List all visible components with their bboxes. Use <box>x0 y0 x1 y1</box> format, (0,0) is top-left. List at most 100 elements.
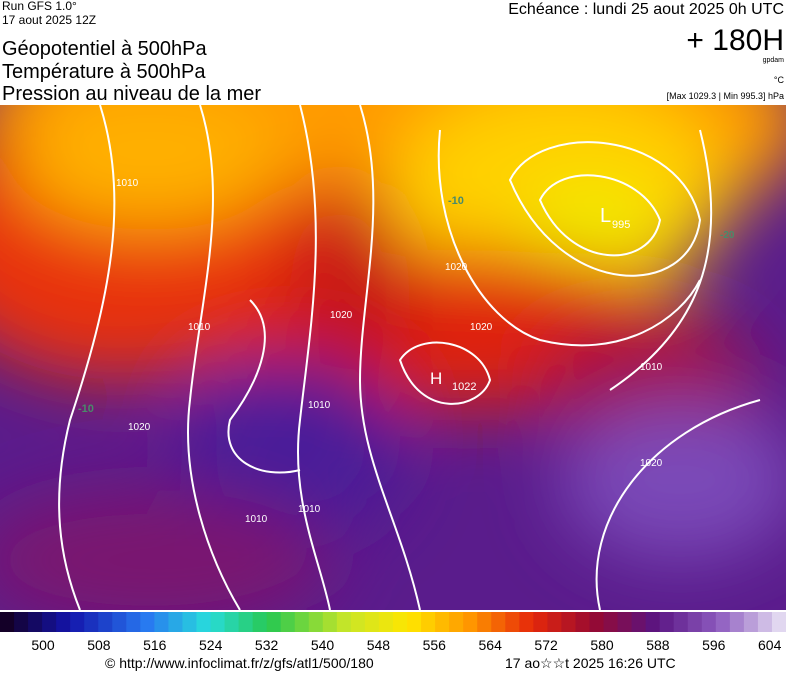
scale-label: 508 <box>87 637 111 653</box>
scale-label: 588 <box>646 637 670 653</box>
contour-label: 1010 <box>298 504 321 515</box>
contour-label: 995 <box>612 219 630 231</box>
color-swatch <box>210 612 226 632</box>
color-swatch <box>126 612 141 632</box>
color-swatch <box>463 612 478 632</box>
color-swatch <box>266 612 282 632</box>
title-line: Température à 500hPa <box>2 61 206 83</box>
scale-label: 556 <box>423 637 447 653</box>
echeance: Echéance : lundi 25 aout 2025 0h UTC <box>508 1 784 18</box>
scale-label: 548 <box>367 637 391 653</box>
color-swatch <box>364 612 380 632</box>
contour-label: L <box>600 205 611 227</box>
color-swatch <box>645 612 661 632</box>
color-swatch <box>561 612 576 632</box>
color-swatch <box>70 612 85 632</box>
color-swatch <box>771 612 786 632</box>
scale-label: 604 <box>758 637 782 653</box>
color-swatch <box>449 612 464 632</box>
color-swatch <box>14 612 29 632</box>
contour-label: 1010 <box>245 514 268 525</box>
color-swatch <box>477 612 492 632</box>
color-swatch <box>533 612 548 632</box>
color-swatch <box>575 612 590 632</box>
scale-label: 540 <box>311 637 335 653</box>
contour-label: 1010 <box>188 322 211 333</box>
color-swatch <box>505 612 520 632</box>
scale-label: 516 <box>143 637 167 653</box>
contour-label: -10 <box>78 403 94 415</box>
footer-url: © http://www.infoclimat.fr/z/gfs/atl1/50… <box>105 655 374 671</box>
contour-label: H <box>430 369 442 388</box>
scale-label: 596 <box>702 637 726 653</box>
color-swatch <box>659 612 675 632</box>
color-swatch <box>350 612 366 632</box>
color-swatch <box>168 612 183 632</box>
color-swatch <box>28 612 43 632</box>
run-label: Run GFS 1.0° <box>2 0 77 13</box>
color-swatch <box>407 612 422 632</box>
contour-label: 1020 <box>470 322 493 333</box>
color-swatch <box>519 612 534 632</box>
scale-label: 564 <box>479 637 503 653</box>
color-swatch <box>673 612 689 632</box>
scale-label: 500 <box>31 637 55 653</box>
color-swatch <box>701 612 717 632</box>
run-date: 17 aout 2025 12Z <box>2 13 96 27</box>
contour-label: 1020 <box>330 310 353 321</box>
color-swatch <box>687 612 703 632</box>
color-swatch <box>729 612 745 632</box>
color-swatch <box>421 612 436 632</box>
color-swatch <box>224 612 240 632</box>
color-swatch <box>336 612 352 632</box>
isobars <box>58 105 761 610</box>
color-swatch <box>294 612 310 632</box>
contour-label: 1020 <box>445 262 468 273</box>
color-swatch <box>435 612 450 632</box>
color-swatch <box>56 612 71 632</box>
color-swatch <box>547 612 562 632</box>
color-swatch <box>617 612 633 632</box>
color-swatch <box>393 612 408 632</box>
color-swatch <box>0 612 15 632</box>
color-swatch <box>98 612 113 632</box>
contour-label: 1010 <box>308 400 331 411</box>
unit-geo: gpdam <box>763 57 785 64</box>
map <box>0 105 786 610</box>
color-swatch <box>182 612 197 632</box>
color-swatch <box>743 612 759 632</box>
color-swatch <box>112 612 127 632</box>
color-swatch <box>252 612 268 632</box>
color-swatch <box>491 612 506 632</box>
scale-label: 580 <box>590 637 614 653</box>
contour-label: -20 <box>720 230 735 241</box>
scale-label: 524 <box>199 637 223 653</box>
color-swatch <box>715 612 731 632</box>
contour-label: 1022 <box>452 381 476 393</box>
scale-label: 532 <box>255 637 279 653</box>
color-swatch <box>84 612 99 632</box>
color-swatch <box>757 612 773 632</box>
color-swatch <box>196 612 212 632</box>
color-scale: 500 508 516 524 532 540 548 556 564 572 580 588 596 6… <box>0 612 786 653</box>
color-swatch <box>631 612 647 632</box>
color-swatch <box>378 612 394 632</box>
color-swatch <box>589 612 605 632</box>
lead-time: + 180H <box>686 24 784 57</box>
title-line: Géopotentiel à 500hPa <box>2 38 207 60</box>
contour-labels: L 995 H 1022 1010 1020 1010 1020 1010 1010 1010 102… <box>78 178 735 525</box>
contour-label: -10 <box>448 195 464 207</box>
title-line: Pression au niveau de la mer <box>2 83 261 105</box>
color-swatch <box>42 612 57 632</box>
color-swatch <box>140 612 155 632</box>
unit-temp: °C <box>774 75 785 85</box>
color-swatch <box>308 612 324 632</box>
color-swatch <box>238 612 254 632</box>
contour-label: 1010 <box>116 178 139 189</box>
pressure-range: [Max 1029.3 | Min 995.3] hPa <box>667 91 784 101</box>
contour-label: 1020 <box>128 422 151 433</box>
color-swatch <box>280 612 296 632</box>
scale-label: 572 <box>534 637 558 653</box>
contour-label: 1020 <box>640 458 663 469</box>
